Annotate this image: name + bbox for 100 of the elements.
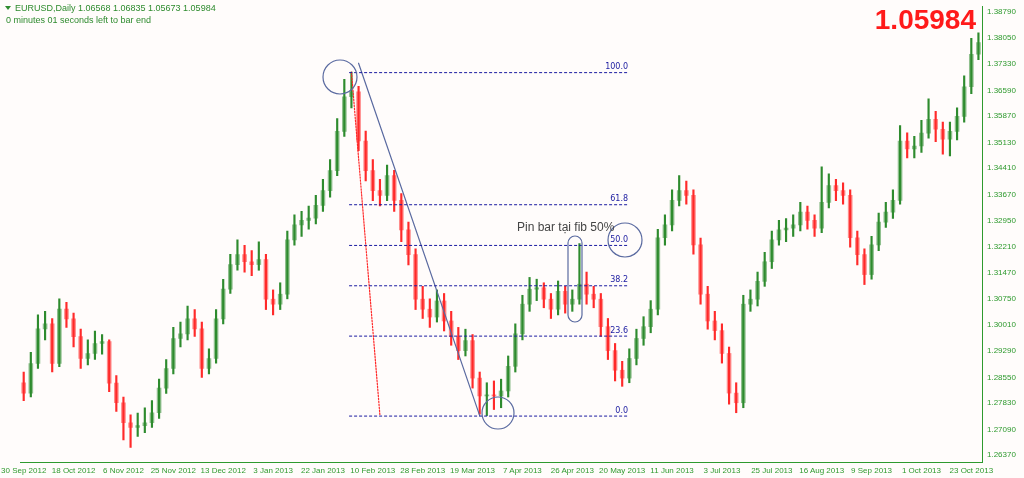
- annotation: 61.8: [610, 194, 629, 204]
- candlestick: [826, 173, 832, 209]
- candlestick: [235, 239, 240, 271]
- candlestick: [256, 241, 262, 271]
- x-tick-label: 9 Sep 2013: [851, 466, 893, 475]
- x-tick-label: 10 Feb 2013: [350, 466, 396, 475]
- y-tick-label: 1.38050: [987, 33, 1017, 43]
- y-tick-label: 1.35130: [987, 137, 1017, 147]
- candlestick: [106, 339, 112, 392]
- candlestick: [655, 228, 661, 316]
- candlestick: [406, 221, 411, 266]
- candlestick: [976, 32, 981, 60]
- candlestick: [78, 328, 84, 369]
- candlestick: [463, 328, 468, 357]
- annotation: 38.2: [610, 275, 629, 285]
- candlestick: [740, 294, 746, 409]
- x-tick-label: 25 Jul 2013: [751, 466, 794, 475]
- candlestick: [748, 289, 753, 312]
- y-tick-label: 1.27830: [987, 398, 1017, 408]
- candlestick: [926, 98, 931, 139]
- candlestick: [356, 86, 361, 152]
- candlestick: [28, 352, 34, 398]
- candlestick: [270, 289, 276, 316]
- candlestick: [427, 298, 433, 328]
- y-tick-label: 1.33670: [987, 189, 1017, 199]
- candlestick: [869, 236, 874, 280]
- candlestick: [470, 334, 475, 389]
- candlestick: [363, 130, 369, 182]
- candlestick: [819, 166, 825, 234]
- candlestick: [904, 132, 910, 159]
- candlestick: [883, 202, 889, 228]
- annotation: 50.0: [610, 235, 629, 245]
- candlestick: [947, 121, 953, 157]
- candlestick: [876, 212, 882, 251]
- y-tick-label: 1.31470: [987, 268, 1017, 278]
- candlestick: [114, 375, 119, 412]
- candlestick: [192, 309, 198, 337]
- candlestick: [619, 360, 625, 387]
- x-tick-label: 25 Nov 2012: [150, 466, 197, 475]
- candlestick: [862, 248, 867, 285]
- candlestick: [341, 78, 347, 137]
- candlestick: [128, 414, 133, 448]
- candlestick: [541, 282, 547, 309]
- x-tick-label: 30 Sep 2012: [1, 466, 47, 475]
- candlestick: [812, 214, 817, 237]
- candlestick: [370, 159, 376, 201]
- candlestick: [712, 311, 718, 341]
- candlestick: [391, 169, 397, 212]
- candlestick: [220, 278, 226, 325]
- candlestick: [534, 278, 540, 301]
- x-tick-label: 7 Apr 2013: [503, 466, 543, 475]
- candlestick: [676, 175, 682, 207]
- candlestick: [961, 75, 967, 123]
- candlestick: [185, 305, 190, 341]
- candlestick: [299, 211, 304, 237]
- y-tick-label: 1.26370: [987, 450, 1017, 460]
- candlestick: [698, 237, 703, 305]
- candlestick: [527, 277, 532, 312]
- candlestick: [199, 321, 205, 378]
- candlestick: [805, 205, 810, 230]
- candlestick: [755, 271, 760, 307]
- candlestick: [683, 180, 689, 205]
- y-tick-label: 1.30750: [987, 294, 1017, 304]
- candlestick: [227, 253, 233, 294]
- candlestick: [769, 230, 775, 269]
- candlestick: [249, 250, 255, 276]
- candlestick: [919, 120, 924, 153]
- candlestick: [626, 348, 632, 384]
- y-tick-label: 1.32210: [987, 241, 1017, 251]
- candlestick: [85, 339, 91, 366]
- candlestick: [284, 230, 290, 300]
- candlestick: [49, 318, 55, 373]
- y-tick-label: 1.27090: [987, 424, 1017, 434]
- candlestick: [242, 244, 247, 273]
- candlestick: [968, 37, 974, 94]
- candlestick: [142, 407, 148, 434]
- candlestick: [933, 111, 939, 143]
- candlestick: [71, 312, 76, 348]
- chart-title: EURUSD,Daily 1.06568 1.06835 1.05673 1.05984: [15, 3, 216, 13]
- x-tick-label: 18 Oct 2012: [51, 466, 96, 475]
- candlestick: [121, 396, 126, 441]
- y-tick-label: 1.29290: [987, 346, 1017, 356]
- y-tick-label: 1.30010: [987, 320, 1017, 330]
- candlestick: [320, 178, 326, 212]
- candlestick: [762, 252, 768, 287]
- candlestick: [797, 202, 803, 232]
- candlestick: [833, 178, 839, 201]
- annotation: 0.0: [615, 405, 629, 415]
- candlestick: [847, 189, 853, 248]
- annotation: Pin bar tại fib 50%: [517, 220, 615, 234]
- candlestick: [691, 189, 696, 255]
- candlestick: [398, 193, 404, 243]
- annotation: 100.0: [605, 62, 629, 72]
- y-tick-label: 1.32950: [987, 215, 1017, 225]
- x-tick-label: 16 Aug 2013: [799, 466, 845, 475]
- x-tick-label: 23 Oct 2013: [949, 466, 994, 475]
- x-tick-label: 28 Feb 2013: [400, 466, 446, 475]
- y-tick-label: 1.35870: [987, 111, 1017, 121]
- x-tick-label: 26 Apr 2013: [550, 466, 595, 475]
- candlestick: [505, 355, 511, 398]
